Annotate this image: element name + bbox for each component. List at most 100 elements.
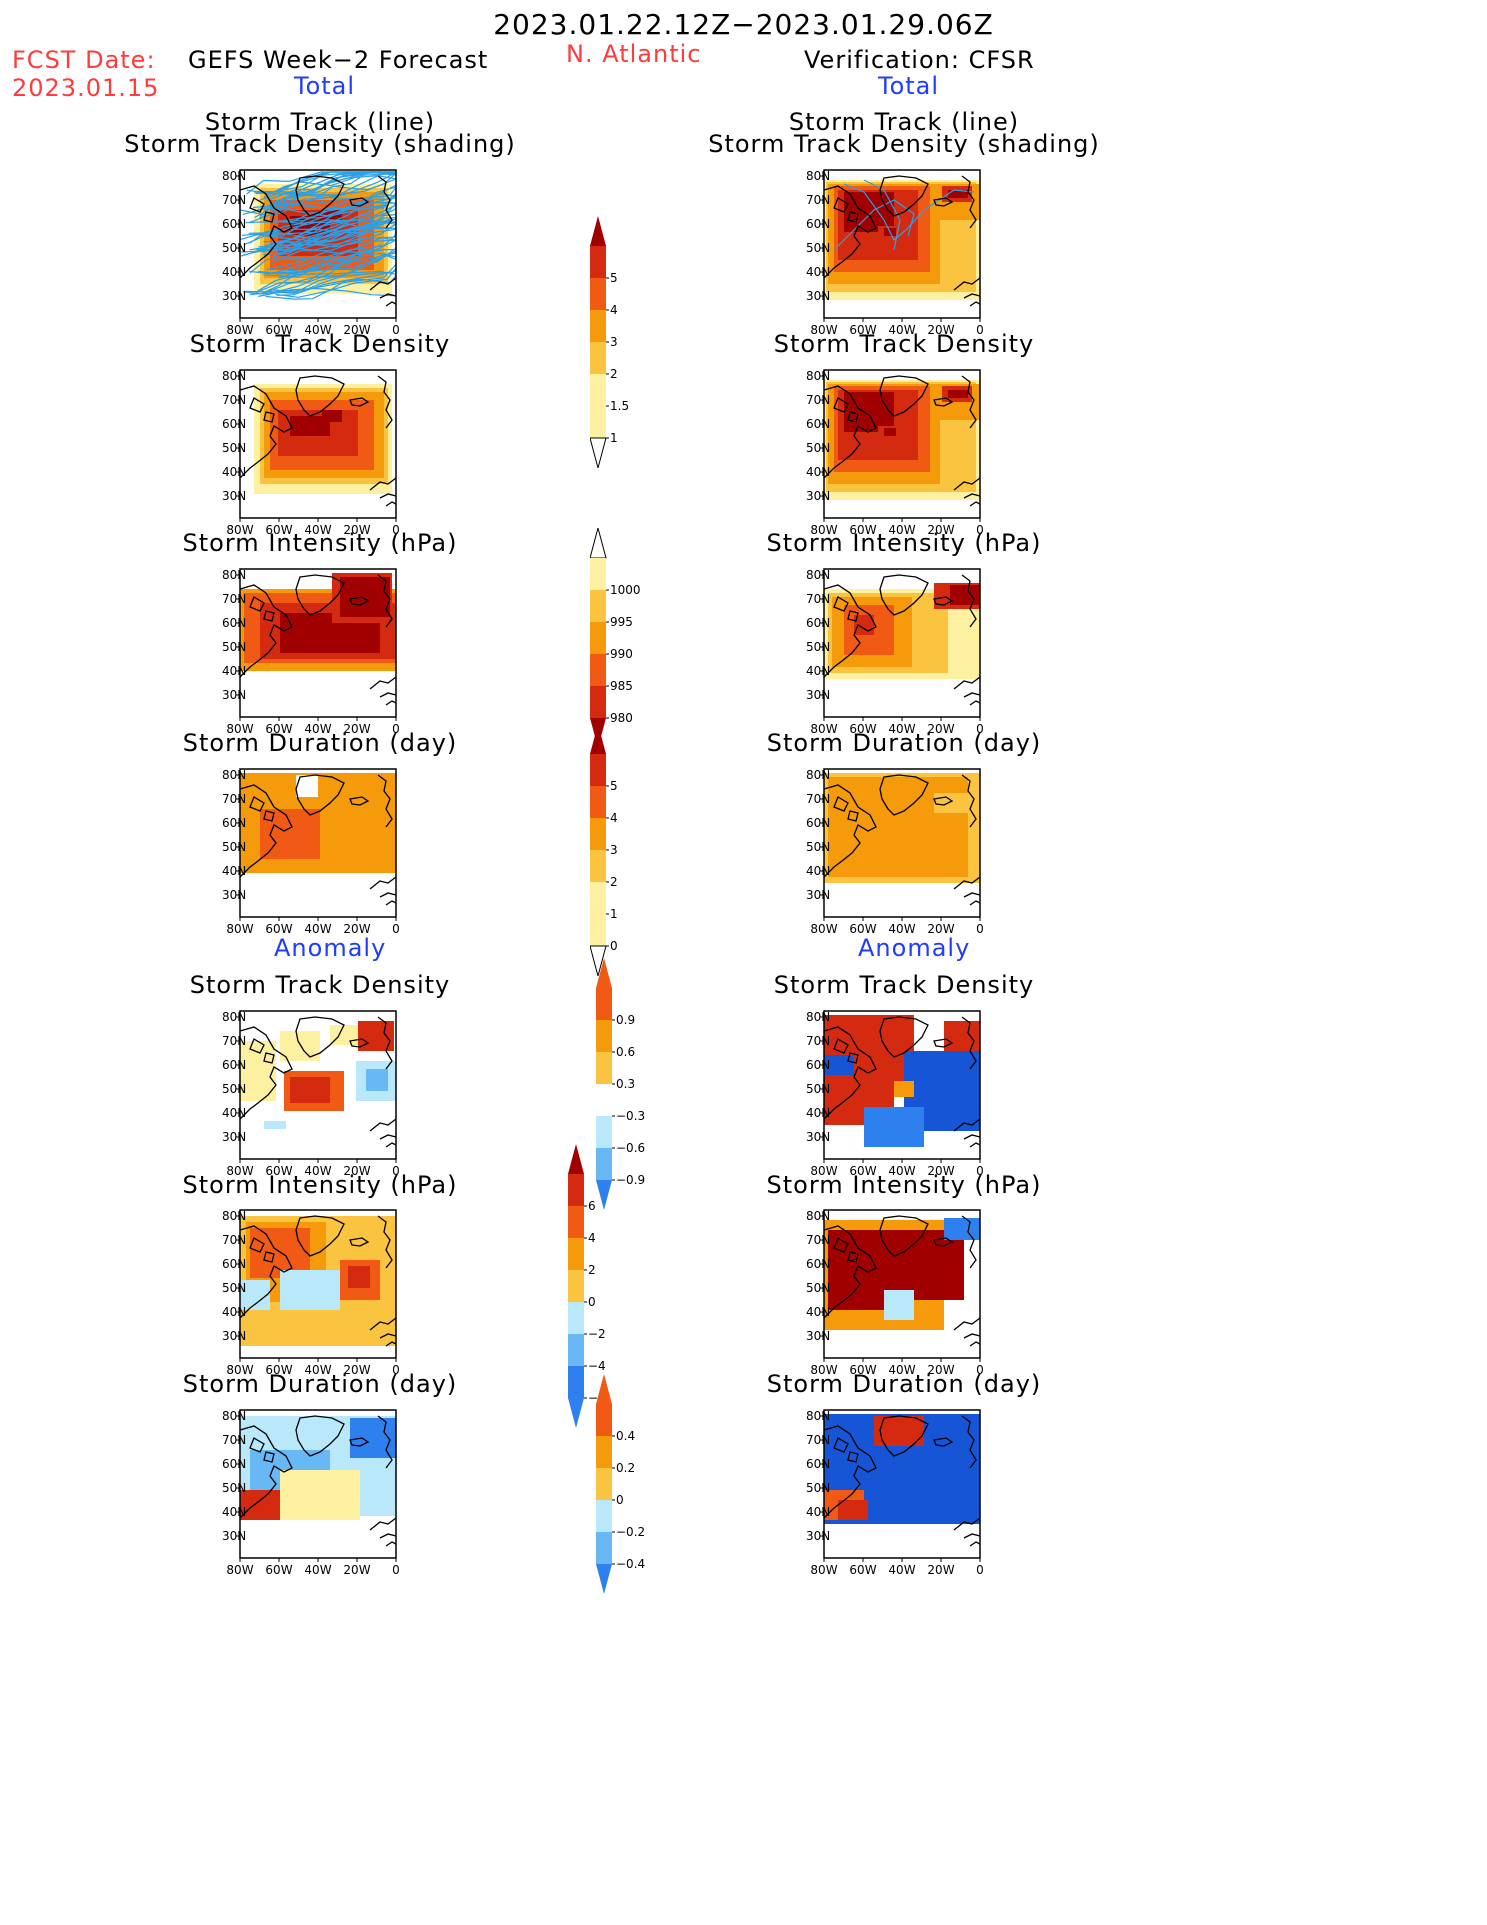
coastline <box>369 876 397 890</box>
lon-tick-label: 0 <box>976 722 984 736</box>
coastline <box>385 1541 397 1547</box>
colorbar-swatch <box>590 786 606 818</box>
lat-tick-label: 40N <box>806 1505 830 1519</box>
colorbar-density: 5 4 3 2 1.5 1 <box>589 216 660 472</box>
coastline <box>377 1215 393 1269</box>
lat-tick-label: 80N <box>806 1409 830 1423</box>
colorbar-swatch <box>596 1148 612 1180</box>
forecast-title: GEFS Week−2 Forecast <box>188 46 489 74</box>
coastline <box>249 1237 265 1253</box>
colorbar-density-anomaly: 0.9 0.6 0.3 −0.3 −0.6 −0.9 <box>596 958 666 1214</box>
coastline <box>953 876 981 890</box>
colorbar-label: −0.4 <box>616 1557 645 1571</box>
coastline <box>239 385 293 479</box>
coastline <box>961 1215 977 1269</box>
lat-tick-label: 60N <box>222 417 246 431</box>
coastline <box>379 293 397 299</box>
colorbar-swatch <box>568 1302 584 1334</box>
colorbar-swatch <box>596 1500 612 1532</box>
lon-tick-label: 40W <box>888 1563 915 1577</box>
coastline <box>963 892 981 898</box>
coastline <box>249 1038 265 1054</box>
coastline <box>847 810 859 822</box>
lon-tick-label: 80W <box>226 1164 253 1178</box>
coastline <box>833 796 849 812</box>
shading-cell <box>884 1290 914 1320</box>
lon-tick-label: 80W <box>810 1164 837 1178</box>
lon-tick-label: 20W <box>343 722 370 736</box>
lat-tick-label: 30N <box>806 1529 830 1543</box>
lat-tick-label: 70N <box>222 393 246 407</box>
shading-cell <box>838 1500 868 1520</box>
coastline <box>833 397 849 413</box>
region-title: N. Atlantic <box>566 40 702 68</box>
lat-tick-label: 50N <box>806 640 830 654</box>
coastline <box>377 375 393 429</box>
coastline <box>377 574 393 628</box>
title-duration-anom-left: Storm Duration (day) <box>182 1370 458 1398</box>
lat-tick-label: 50N <box>806 1481 830 1495</box>
lat-tick-label: 40N <box>806 1106 830 1120</box>
colorbar-swatch <box>596 1116 612 1148</box>
lon-tick-label: 20W <box>927 1563 954 1577</box>
colorbar-swatch <box>590 686 606 718</box>
lat-tick-label: 40N <box>222 664 246 678</box>
colorbar-label: 1000 <box>610 583 641 597</box>
coastline <box>823 185 877 279</box>
lon-tick-label: 0 <box>392 523 400 537</box>
coastline <box>969 1541 981 1547</box>
coastline <box>385 1142 397 1148</box>
colorbar-swatch <box>590 754 606 786</box>
coastline <box>349 1437 370 1447</box>
colorbar-swatch <box>590 654 606 686</box>
colorbar-label: 0.3 <box>616 1077 635 1091</box>
coastline <box>933 796 954 806</box>
lat-tick-label: 50N <box>222 1082 246 1096</box>
lat-tick-label: 50N <box>222 640 246 654</box>
lon-tick-label: 40W <box>888 1164 915 1178</box>
lat-tick-label: 70N <box>806 193 830 207</box>
colorbar-label: 4 <box>588 1231 596 1245</box>
coastline <box>953 1317 981 1331</box>
coastline <box>961 574 977 628</box>
lat-tick-label: 40N <box>806 864 830 878</box>
lat-tick-label: 70N <box>222 1233 246 1247</box>
lat-tick-label: 40N <box>222 265 246 279</box>
colorbar-swatch <box>590 622 606 654</box>
coastline <box>239 1026 293 1120</box>
lon-tick-label: 60W <box>265 1563 292 1577</box>
colorbar-label: 995 <box>610 615 633 629</box>
lon-tick-label: 0 <box>976 1363 984 1377</box>
colorbar-label: 985 <box>610 679 633 693</box>
shading-cell <box>894 1081 914 1097</box>
storm-track-line <box>253 191 397 200</box>
lon-tick-label: 0 <box>976 1164 984 1178</box>
storm-track-line <box>262 217 393 256</box>
coastline <box>377 1016 393 1070</box>
storm-track-line <box>265 267 397 300</box>
lon-tick-label: 80W <box>226 722 253 736</box>
lat-tick-label: 50N <box>222 840 246 854</box>
lat-tick-label: 40N <box>222 1106 246 1120</box>
lat-tick-label: 30N <box>806 289 830 303</box>
shading-cell <box>290 416 330 436</box>
lon-tick-label: 40W <box>888 523 915 537</box>
lat-tick-label: 80N <box>222 1010 246 1024</box>
total-label-left: Total <box>294 72 356 100</box>
lat-tick-label: 30N <box>806 688 830 702</box>
colorbar-swatch <box>568 1334 584 1366</box>
lon-tick-label: 60W <box>849 922 876 936</box>
colorbar-label: 2 <box>610 875 618 889</box>
lon-tick-label: 80W <box>810 1363 837 1377</box>
lat-tick-label: 60N <box>806 616 830 630</box>
coastline <box>823 1425 877 1519</box>
lon-tick-label: 60W <box>265 1164 292 1178</box>
coastline <box>249 596 265 612</box>
colorbar-label: 4 <box>610 303 618 317</box>
lon-tick-label: 0 <box>976 523 984 537</box>
lon-tick-label: 0 <box>392 922 400 936</box>
coastline <box>263 1052 275 1064</box>
storm-track-line <box>833 199 915 251</box>
coastline <box>369 1517 397 1531</box>
lat-tick-label: 80N <box>806 568 830 582</box>
